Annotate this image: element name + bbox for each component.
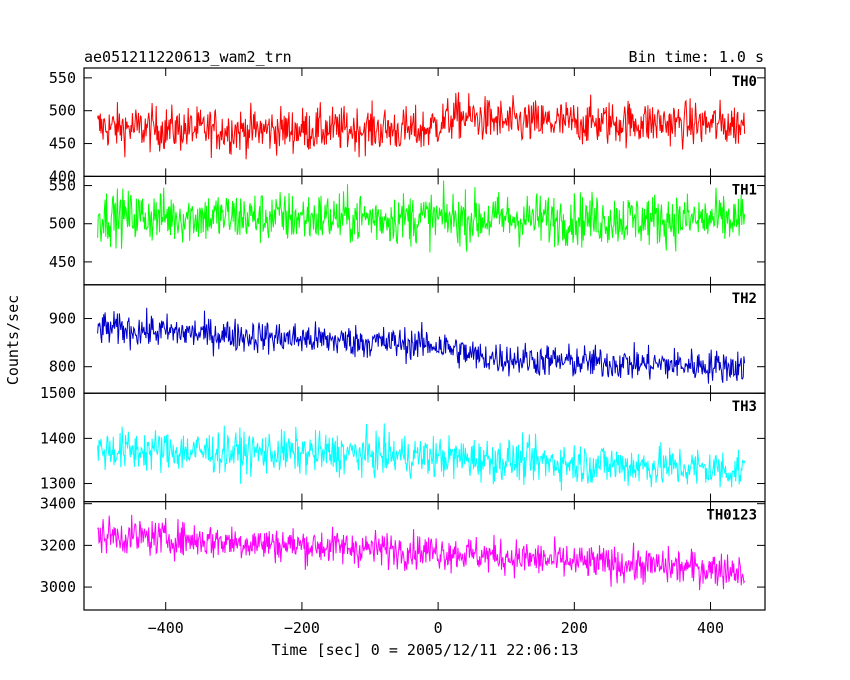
x-tick-label: 200 bbox=[561, 619, 588, 637]
y-tick-label: 400 bbox=[49, 167, 76, 185]
series-line-th0 bbox=[97, 92, 746, 160]
y-tick-label: 1300 bbox=[40, 475, 76, 493]
panel-th3: 1300 1400 1500 TH3 bbox=[40, 384, 766, 503]
panel-label: TH0 bbox=[732, 74, 757, 90]
y-tick-label: 500 bbox=[49, 102, 76, 120]
panel-th2: 800 900 TH2 bbox=[49, 284, 766, 394]
x-tick-label: 0 bbox=[434, 619, 443, 637]
y-tick-label: 800 bbox=[49, 358, 76, 376]
panel-frame bbox=[83, 501, 766, 611]
y-tick-label: 550 bbox=[49, 69, 76, 87]
x-tick-label: 400 bbox=[697, 619, 724, 637]
y-tick-label: 550 bbox=[49, 177, 76, 195]
y-tick-label: 3000 bbox=[40, 578, 76, 596]
y-axis-label: Counts/sec bbox=[4, 295, 22, 385]
y-tick-label: 450 bbox=[49, 135, 76, 153]
chart-title: ae051211220613_wam2_trn bbox=[84, 48, 292, 66]
y-tick-label: 3200 bbox=[40, 536, 76, 554]
panel-label: TH3 bbox=[732, 399, 757, 415]
panel-label: TH0123 bbox=[706, 508, 757, 524]
x-axis-label: Time [sec] 0 = 2005/12/11 22:06:13 bbox=[271, 641, 578, 659]
y-tick-label: 500 bbox=[49, 215, 76, 233]
y-tick-label: 3400 bbox=[40, 495, 76, 513]
y-tick-label: 450 bbox=[49, 253, 76, 271]
y-tick-label: 1500 bbox=[40, 384, 76, 402]
x-axis: −400 −200 0 200 400 bbox=[148, 619, 724, 637]
series-line-th3 bbox=[97, 423, 746, 491]
x-tick-label: −400 bbox=[148, 619, 184, 637]
panels-layer: 400 450 500 550 TH0 450 500 550 TH1 800 900 TH2 1300… bbox=[40, 67, 766, 611]
series-line-th0123 bbox=[97, 514, 746, 591]
series-line-th2 bbox=[97, 307, 746, 384]
panel-th1: 450 500 550 TH1 bbox=[49, 175, 766, 286]
panel-frame bbox=[83, 392, 766, 503]
panel-frame bbox=[83, 175, 766, 286]
panel-th0: 400 450 500 550 TH0 bbox=[49, 67, 766, 185]
series-line-th1 bbox=[97, 180, 746, 253]
bin-time-label: Bin time: 1.0 s bbox=[629, 48, 764, 66]
panel-label: TH2 bbox=[732, 291, 757, 307]
panel-th0123: 3000 3200 3400 TH0123 bbox=[40, 495, 766, 611]
y-tick-label: 900 bbox=[49, 310, 76, 328]
panel-label: TH1 bbox=[732, 182, 757, 198]
x-tick-label: −200 bbox=[284, 619, 320, 637]
y-tick-label: 1400 bbox=[40, 429, 76, 447]
